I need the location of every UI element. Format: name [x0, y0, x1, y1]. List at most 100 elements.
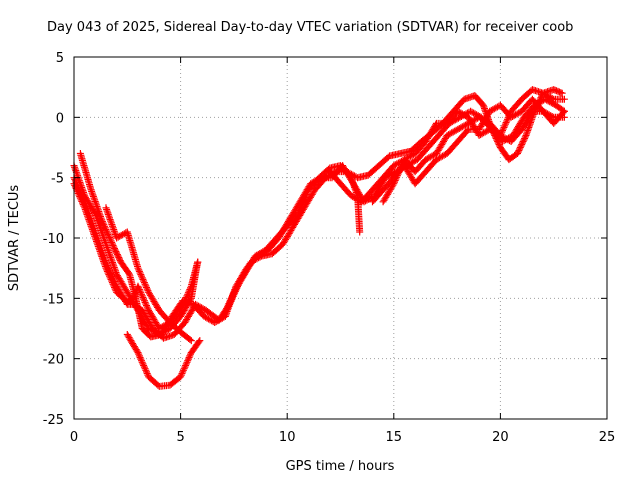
data-point	[466, 119, 474, 126]
data-point	[226, 298, 234, 306]
data-point	[463, 120, 471, 128]
data-point	[423, 155, 431, 163]
data-point	[103, 229, 111, 237]
data-point	[142, 282, 150, 290]
data-point	[79, 201, 87, 209]
data-point	[110, 243, 118, 251]
data-point	[91, 198, 99, 205]
data-point	[113, 251, 121, 259]
data-point	[470, 109, 478, 117]
data-point	[179, 366, 187, 374]
data-point	[222, 306, 230, 314]
data-point	[184, 289, 192, 297]
data-point	[300, 197, 307, 205]
data-point	[233, 284, 241, 292]
data-point	[109, 242, 117, 249]
data-point	[544, 97, 552, 105]
data-point	[507, 113, 515, 121]
data-point	[499, 125, 507, 133]
data-point	[127, 337, 135, 345]
data-point	[477, 122, 485, 130]
data-point	[138, 358, 146, 366]
data-point	[486, 107, 494, 115]
data-point	[454, 107, 462, 115]
data-point	[431, 122, 439, 130]
data-point	[184, 357, 192, 365]
data-point	[139, 360, 147, 368]
data-point	[183, 358, 191, 366]
data-point	[206, 316, 214, 324]
data-point	[106, 235, 114, 243]
data-point	[133, 347, 141, 355]
data-point	[559, 109, 567, 117]
data-point	[74, 188, 82, 196]
data-point	[490, 105, 498, 113]
data-point	[142, 366, 150, 374]
data-point	[253, 251, 261, 259]
data-point	[140, 279, 148, 287]
data-point	[346, 172, 354, 180]
data-point	[110, 226, 118, 234]
data-point	[489, 106, 497, 114]
data-point	[135, 266, 143, 274]
data-point	[138, 290, 145, 298]
data-point	[212, 318, 220, 326]
data-point	[143, 303, 151, 311]
data-point	[294, 210, 302, 218]
data-point	[140, 363, 148, 371]
data-point	[138, 357, 145, 365]
data-point	[112, 248, 120, 256]
data-point	[143, 302, 150, 310]
data-point	[498, 132, 506, 140]
data-point	[241, 270, 249, 278]
data-point	[136, 354, 144, 361]
data-point	[179, 368, 187, 376]
data-point	[111, 246, 119, 254]
data-point	[475, 131, 483, 139]
data-point	[487, 106, 495, 114]
data-point	[308, 190, 316, 198]
data-point	[195, 338, 203, 346]
x-tick-label: 0	[70, 430, 78, 445]
data-point	[240, 272, 248, 280]
data-point	[254, 250, 262, 258]
data-point	[226, 296, 234, 304]
data-point	[188, 306, 196, 314]
data-point	[138, 292, 146, 300]
series-track-5	[123, 331, 204, 390]
data-point	[249, 257, 257, 265]
data-point	[118, 279, 126, 287]
data-point	[434, 155, 442, 163]
data-point	[126, 335, 134, 343]
data-point	[139, 294, 147, 301]
data-point	[297, 203, 305, 211]
data-point	[457, 124, 465, 132]
data-point	[138, 272, 145, 280]
data-point	[134, 282, 142, 290]
data-point	[221, 308, 229, 316]
data-point	[141, 365, 149, 373]
data-point	[480, 129, 488, 137]
data-point	[94, 241, 102, 249]
data-point	[481, 128, 489, 136]
data-point	[483, 127, 491, 135]
data-point	[353, 195, 361, 203]
data-point	[115, 254, 123, 262]
data-point	[71, 165, 79, 173]
data-point	[437, 153, 445, 161]
data-point	[108, 240, 116, 248]
data-point	[137, 271, 145, 279]
data-point	[446, 130, 454, 138]
data-point	[458, 123, 466, 131]
data-point	[111, 284, 118, 291]
data-point	[219, 312, 227, 320]
data-point	[303, 189, 311, 197]
data-point	[224, 303, 231, 311]
data-point	[407, 152, 415, 160]
y-tick-label: -20	[43, 353, 64, 368]
data-point	[423, 136, 431, 144]
x-tick-label: 25	[599, 430, 616, 445]
data-point	[149, 296, 157, 304]
data-point	[91, 232, 99, 240]
